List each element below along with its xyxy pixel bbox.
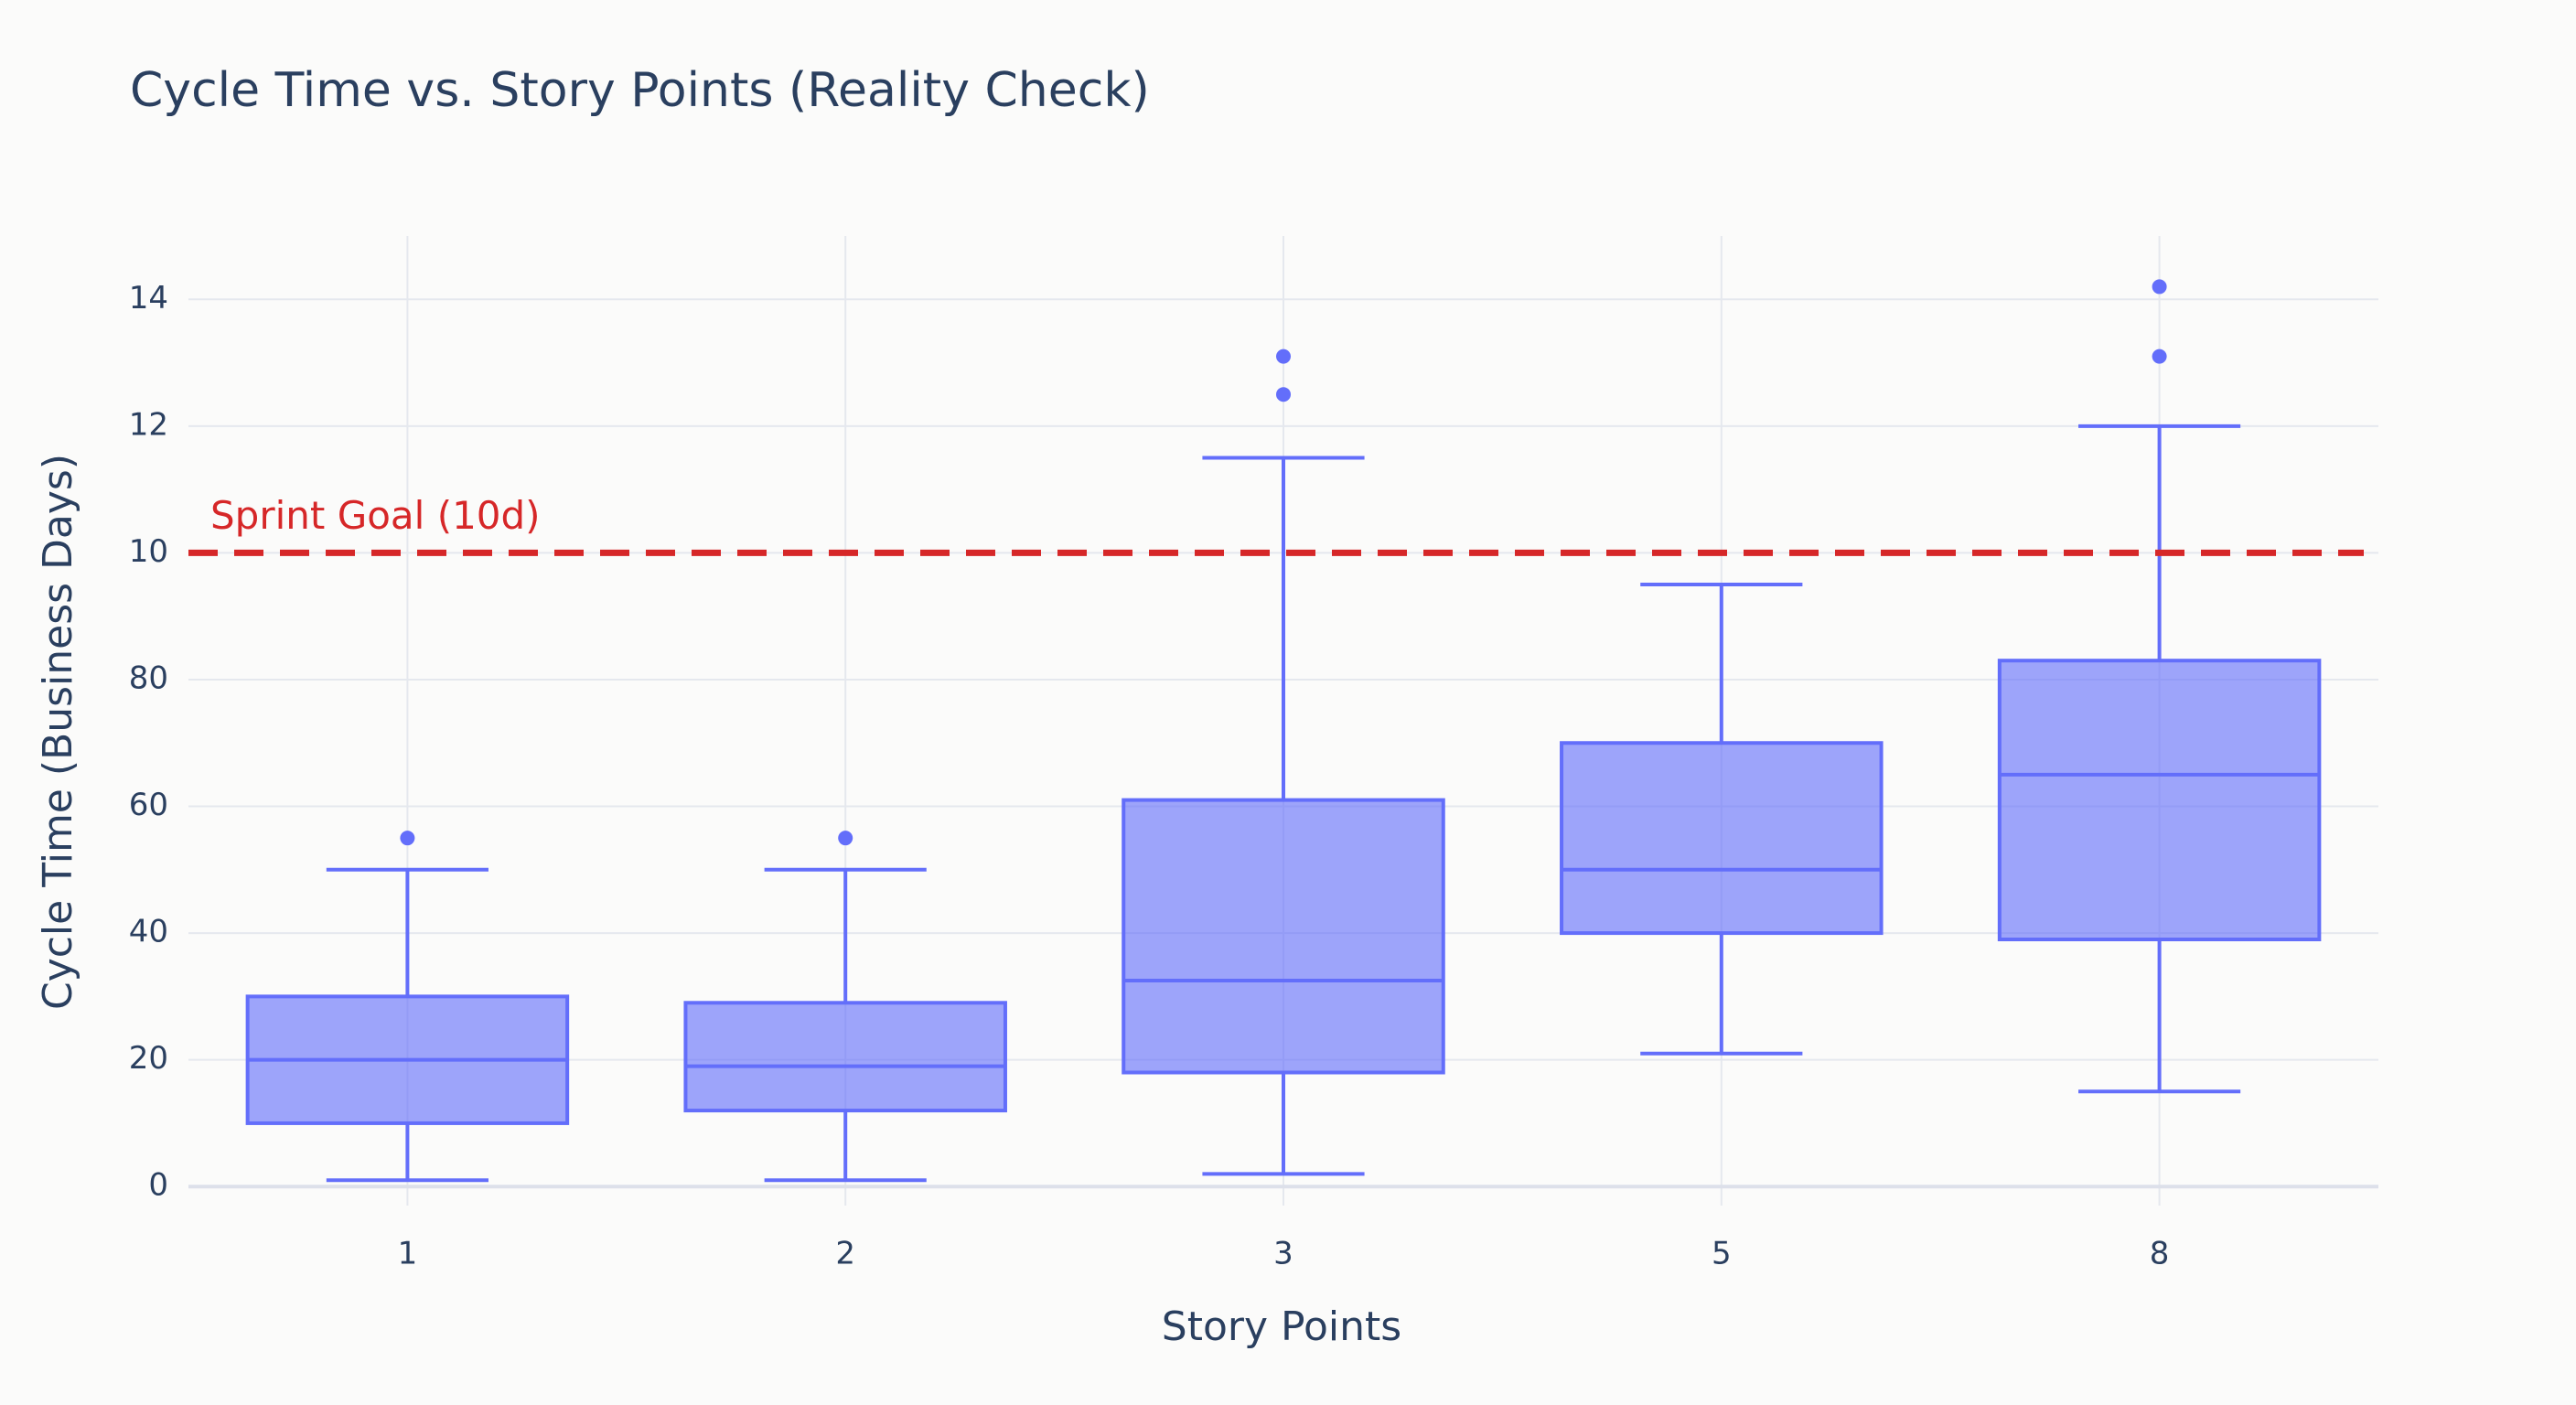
outlier	[1276, 387, 1291, 402]
y-tick-label: 12	[129, 406, 168, 443]
outlier	[2152, 279, 2167, 295]
y-tick-label: 14	[129, 280, 168, 316]
box	[1997, 659, 2322, 942]
outlier	[400, 831, 415, 846]
box	[1122, 798, 1445, 1075]
y-tick-label: 40	[129, 914, 168, 950]
y-tick-label: 10	[129, 533, 168, 570]
x-tick-label: 1	[398, 1236, 418, 1272]
outlier	[2152, 349, 2167, 364]
outlier	[838, 831, 853, 846]
chart-title: Cycle Time vs. Story Points (Reality Che…	[130, 63, 1150, 118]
x-axis-title: Story Points	[1162, 1303, 1401, 1350]
outlier	[1276, 349, 1291, 364]
x-tick-label: 3	[1273, 1236, 1293, 1272]
y-tick-label: 0	[148, 1167, 168, 1204]
y-tick-label: 20	[129, 1040, 168, 1077]
reference-label: Sprint Goal (10d)	[210, 493, 541, 538]
box	[683, 1001, 1007, 1113]
x-tick-label: 2	[835, 1236, 855, 1272]
y-tick-label: 80	[129, 660, 168, 696]
x-tick-label: 8	[2150, 1236, 2170, 1272]
y-tick-label: 60	[129, 787, 168, 823]
x-tick-label: 5	[1712, 1236, 1732, 1272]
box	[1560, 741, 1884, 936]
y-axis-title: Cycle Time (Business Days)	[35, 454, 81, 1010]
